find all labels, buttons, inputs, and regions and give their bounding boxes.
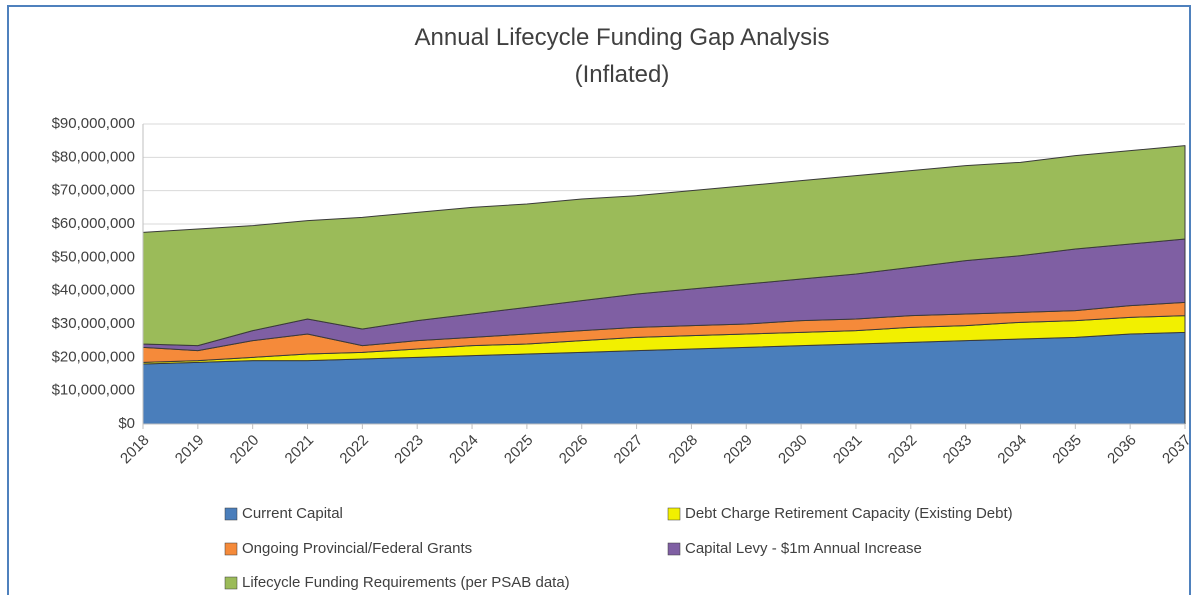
x-tick-label: 2018 <box>117 432 153 468</box>
legend-label: Debt Charge Retirement Capacity (Existin… <box>685 505 1013 522</box>
x-tick-label: 2027 <box>611 432 647 468</box>
x-tick-label: 2022 <box>336 432 372 468</box>
x-tick-label: 2025 <box>501 432 537 468</box>
chart-title: Annual Lifecycle Funding Gap Analysis <box>415 24 830 51</box>
y-tick-label: $20,000,000 <box>52 348 135 365</box>
frame <box>7 5 1191 600</box>
legend-label: Current Capital <box>242 505 343 522</box>
x-tick-label: 2036 <box>1104 432 1140 468</box>
legend-swatch <box>224 507 238 521</box>
x-tick-label: 2019 <box>172 432 208 468</box>
legend-swatch <box>224 576 238 590</box>
legend-swatch <box>224 542 238 556</box>
y-tick-label: $10,000,000 <box>52 382 135 399</box>
x-tick-label: 2031 <box>830 432 866 468</box>
x-tick-label: 2024 <box>446 432 482 468</box>
x-tick-label: 2032 <box>885 432 921 468</box>
x-tick-label: 2030 <box>775 432 811 468</box>
y-tick-label: $0 <box>118 415 135 432</box>
x-tick-label: 2028 <box>665 432 701 468</box>
x-tick-label: 2026 <box>556 432 592 468</box>
y-tick-label: $90,000,000 <box>52 115 135 132</box>
x-tick-label: 2023 <box>391 432 427 468</box>
y-tick-label: $70,000,000 <box>52 182 135 199</box>
y-tick-label: $80,000,000 <box>52 148 135 165</box>
x-tick-label: 2020 <box>227 432 263 468</box>
legend-label: Capital Levy - $1m Annual Increase <box>685 540 922 557</box>
y-tick-label: $30,000,000 <box>52 315 135 332</box>
chart-subtitle: (Inflated) <box>575 61 670 88</box>
y-tick-label: $60,000,000 <box>52 215 135 232</box>
area <box>142 145 1186 347</box>
legend-swatch <box>667 542 681 556</box>
x-tick-label: 2034 <box>994 432 1030 468</box>
legend-label: Ongoing Provincial/Federal Grants <box>242 540 472 557</box>
x-tick-label: 2033 <box>940 432 976 468</box>
x-tick-label: 2029 <box>720 432 756 468</box>
y-tick-label: $50,000,000 <box>52 248 135 265</box>
legend-swatch <box>667 507 681 521</box>
x-tick-label: 2035 <box>1049 432 1085 468</box>
y-tick-label: $40,000,000 <box>52 282 135 299</box>
legend-label: Lifecycle Funding Requirements (per PSAB… <box>242 574 570 591</box>
x-tick-label: 2021 <box>282 432 318 468</box>
